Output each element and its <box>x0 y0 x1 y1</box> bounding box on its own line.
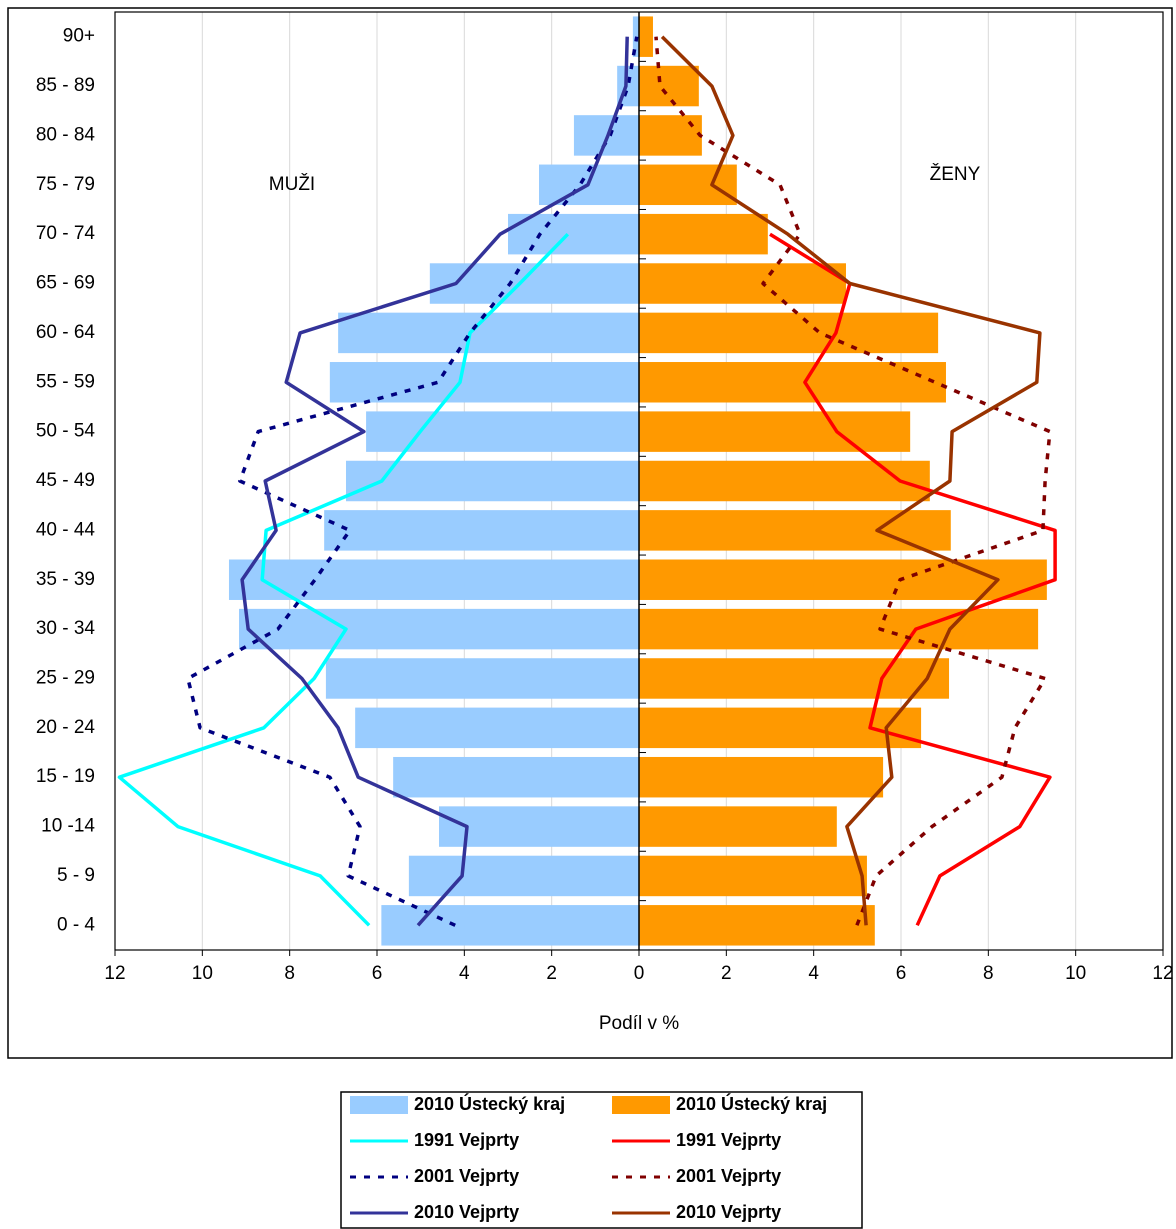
bar <box>639 806 837 847</box>
x-tick-label: 4 <box>808 963 819 984</box>
legend-label: 2010 Vejprty <box>676 1202 781 1222</box>
bar <box>345 460 639 502</box>
bar <box>639 608 1039 650</box>
bar <box>228 559 639 600</box>
x-tick-label: 6 <box>896 963 907 984</box>
bar <box>355 707 639 749</box>
series-line <box>117 232 570 927</box>
series-line <box>769 232 1057 927</box>
x-tick-label: 8 <box>983 963 994 984</box>
bar <box>639 855 867 897</box>
bar <box>338 312 639 354</box>
y-tick-label: 45 - 49 <box>36 470 95 491</box>
y-tick-label: 60 - 64 <box>36 322 96 343</box>
series-line <box>654 36 1052 926</box>
bar <box>239 608 639 650</box>
bar <box>639 460 930 502</box>
y-tick-label: 20 - 24 <box>36 717 96 738</box>
bar <box>639 658 950 699</box>
y-tick-label: 5 - 9 <box>57 865 95 886</box>
bar <box>639 707 922 749</box>
y-tick-label: 35 - 39 <box>36 569 95 590</box>
x-tick-label: 2 <box>546 963 557 984</box>
bar <box>639 263 846 304</box>
legend-label: 2010 Ústecký kraj <box>676 1093 827 1114</box>
x-tick-label: 10 <box>192 963 213 984</box>
series-line <box>186 36 639 927</box>
bar <box>393 756 639 798</box>
annotation: ŽENY <box>930 163 981 185</box>
x-tick-label: 4 <box>459 963 470 984</box>
annotation: MUŽI <box>269 173 315 195</box>
y-tick-label: 55 - 59 <box>36 371 95 392</box>
x-axis-label: Podíl v % <box>599 1013 679 1034</box>
y-tick-label: 15 - 19 <box>36 766 95 787</box>
y-tick-label: 85 - 89 <box>36 75 95 96</box>
y-tick-label: 90+ <box>63 26 95 47</box>
bar <box>408 855 639 897</box>
bar <box>639 362 946 403</box>
bar <box>639 115 702 156</box>
bar <box>639 164 737 206</box>
bar <box>639 16 653 57</box>
bar <box>639 510 951 551</box>
series-line <box>660 35 1042 926</box>
bar <box>639 213 768 255</box>
bar <box>439 806 639 847</box>
bar <box>639 312 939 354</box>
legend-label: 2010 Ústecký kraj <box>414 1093 565 1114</box>
x-tick-label: 12 <box>104 963 125 984</box>
y-tick-label: 10 -14 <box>41 816 95 837</box>
x-tick-label: 6 <box>372 963 383 984</box>
legend-frame <box>340 1091 863 1229</box>
y-tick-label: 70 - 74 <box>36 223 96 244</box>
y-tick-label: 25 - 29 <box>36 667 95 688</box>
x-tick-label: 12 <box>1152 963 1173 984</box>
bar <box>324 510 639 551</box>
bar <box>639 65 699 107</box>
x-tick-label: 10 <box>1065 963 1086 984</box>
y-tick-label: 30 - 34 <box>36 618 96 639</box>
bar <box>639 411 911 452</box>
x-tick-label: 0 <box>634 963 645 984</box>
x-tick-label: 8 <box>284 963 295 984</box>
legend-label: 1991 Vejprty <box>676 1130 781 1150</box>
y-tick-label: 75 - 79 <box>36 174 95 195</box>
y-tick-label: 65 - 69 <box>36 273 95 294</box>
series-line <box>240 36 629 927</box>
bar <box>639 559 1047 600</box>
bar <box>639 756 884 798</box>
y-tick-label: 80 - 84 <box>36 124 96 145</box>
legend-swatch <box>350 1096 408 1114</box>
legend-label: 2001 Vejprty <box>414 1166 519 1186</box>
bar <box>325 658 639 699</box>
y-tick-label: 50 - 54 <box>36 421 96 442</box>
y-tick-label: 40 - 44 <box>36 519 96 540</box>
bar <box>639 905 875 946</box>
y-tick-label: 0 - 4 <box>57 914 95 935</box>
legend-label: 1991 Vejprty <box>414 1130 519 1150</box>
x-tick-label: 2 <box>721 963 732 984</box>
legend-label: 2010 Vejprty <box>414 1202 519 1222</box>
bar <box>329 362 639 403</box>
legend-label: 2001 Vejprty <box>676 1166 781 1186</box>
legend-swatch <box>612 1096 670 1114</box>
